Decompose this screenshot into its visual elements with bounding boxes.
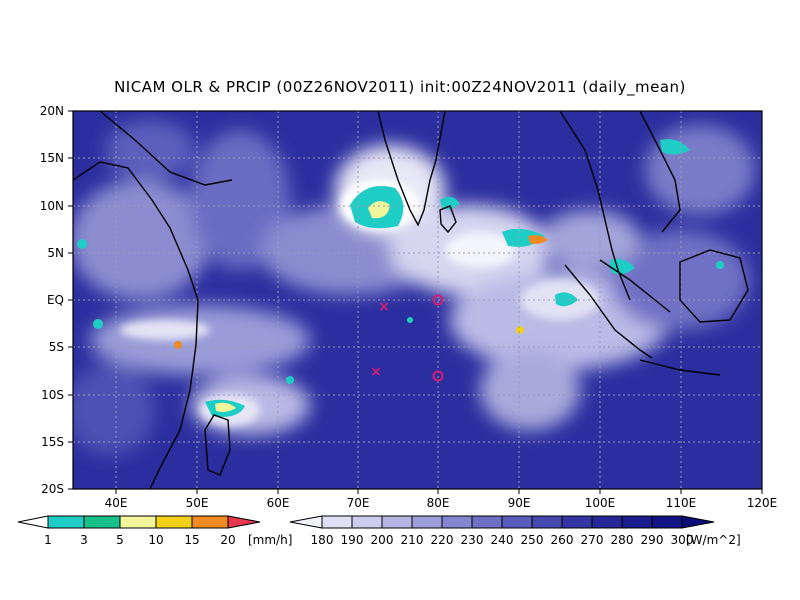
precip-label: 5 xyxy=(116,533,124,547)
precip-bar-left-arrow xyxy=(17,515,49,529)
olr-label: 220 xyxy=(431,533,454,547)
olr-label: 250 xyxy=(521,533,544,547)
olr-unit: [W/m^2] xyxy=(686,533,741,547)
olr-bin xyxy=(351,515,383,529)
lat-label: 10S xyxy=(41,388,64,402)
precip-bin xyxy=(47,515,85,529)
lon-label: 120E xyxy=(747,496,778,510)
precip-label: 1 xyxy=(44,533,52,547)
sumatra-coast xyxy=(564,264,653,359)
lat-labels: 20N 15N 10N 5N EQ 5S 10S 15S 20S xyxy=(40,104,64,496)
precip-patch xyxy=(555,292,578,307)
precip-patch xyxy=(516,326,524,334)
lon-label: 80E xyxy=(427,496,450,510)
markers: × × xyxy=(370,294,444,382)
precip-label: 15 xyxy=(184,533,199,547)
marker-o xyxy=(432,370,444,382)
olr-bin xyxy=(441,515,473,529)
olr-bin xyxy=(621,515,653,529)
borneo-coast xyxy=(679,249,749,323)
olr-label: 300 xyxy=(671,533,694,547)
precip-patch xyxy=(174,341,182,349)
lat-label: 20N xyxy=(40,104,64,118)
precip-patch xyxy=(368,201,390,219)
precip-patch xyxy=(215,402,236,412)
precip-bin xyxy=(191,515,229,529)
olr-bin xyxy=(321,515,353,529)
olr-label: 240 xyxy=(491,533,514,547)
lon-label: 110E xyxy=(666,496,697,510)
precip-patch xyxy=(286,376,294,384)
lat-label: 20S xyxy=(41,482,64,496)
olr-label: 230 xyxy=(461,533,484,547)
olr-bin xyxy=(531,515,563,529)
lon-label: 50E xyxy=(186,496,209,510)
lon-labels: 40E 50E 60E 70E 80E 90E 100E 110E 120E xyxy=(105,496,778,510)
olr-bin xyxy=(651,515,683,529)
olr-bar-left-arrow xyxy=(289,515,323,529)
olr-bin xyxy=(381,515,413,529)
precip-patch xyxy=(407,317,413,323)
lon-label: 90E xyxy=(508,496,531,510)
srilanka-coast xyxy=(439,205,457,234)
lat-label: 15N xyxy=(40,151,64,165)
africa-coast xyxy=(73,161,199,489)
precip-label: 3 xyxy=(80,533,88,547)
olr-bin xyxy=(561,515,593,529)
map-title: NICAM OLR & PRCIP (00Z26NOV2011) init:00… xyxy=(114,78,686,96)
olr-bar-right-arrow xyxy=(681,515,715,529)
precip-colorbar: 1 3 5 10 15 20 [mm/h] xyxy=(17,515,292,547)
lat-label: 10N xyxy=(40,199,64,213)
malay-coast xyxy=(599,259,671,313)
marker-x: × xyxy=(378,299,390,315)
burma-coast xyxy=(559,111,631,301)
madagascar-coast xyxy=(204,414,231,476)
lon-label: 40E xyxy=(105,496,128,510)
indochina-coast xyxy=(639,111,681,233)
precip-label: 20 xyxy=(220,533,235,547)
olr-bin xyxy=(411,515,443,529)
india-coast xyxy=(377,111,446,227)
precip-patch xyxy=(93,319,103,329)
olr-label: 280 xyxy=(611,533,634,547)
lon-label: 60E xyxy=(267,496,290,510)
precip-bin xyxy=(83,515,121,529)
olr-label: 190 xyxy=(341,533,364,547)
lon-label: 70E xyxy=(347,496,370,510)
marker-x: × xyxy=(370,364,382,380)
olr-bin xyxy=(471,515,503,529)
precip-patch xyxy=(660,139,690,155)
precip-unit: [mm/h] xyxy=(248,533,292,547)
arabia-coast xyxy=(99,111,233,186)
precip-label: 10 xyxy=(148,533,163,547)
olr-bin xyxy=(501,515,533,529)
olr-label: 290 xyxy=(641,533,664,547)
lat-label: 5N xyxy=(47,246,64,260)
olr-label: 270 xyxy=(581,533,604,547)
olr-colorbar: 180 190 200 210 220 230 240 250 260 270 280 290 300[… xyxy=(289,515,741,547)
precip-patch xyxy=(716,261,724,269)
precip-bar-right-arrow xyxy=(227,515,261,529)
java-coast xyxy=(639,359,721,376)
precip-patch xyxy=(77,239,87,249)
lat-label: 5S xyxy=(49,340,64,354)
axis-ticks xyxy=(68,110,763,494)
grid xyxy=(73,111,762,489)
olr-bin xyxy=(591,515,623,529)
precip-patch xyxy=(528,235,548,244)
olr-label: 260 xyxy=(551,533,574,547)
olr-label: 180 xyxy=(311,533,334,547)
precip-field xyxy=(77,139,724,417)
lat-label: 15S xyxy=(41,435,64,449)
olr-label: 210 xyxy=(401,533,424,547)
lat-label: EQ xyxy=(47,293,64,307)
precip-bin xyxy=(155,515,193,529)
coastlines xyxy=(73,111,749,489)
precip-bin xyxy=(119,515,157,529)
marker-o xyxy=(432,294,444,306)
olr-label: 200 xyxy=(371,533,394,547)
lon-label: 100E xyxy=(585,496,616,510)
